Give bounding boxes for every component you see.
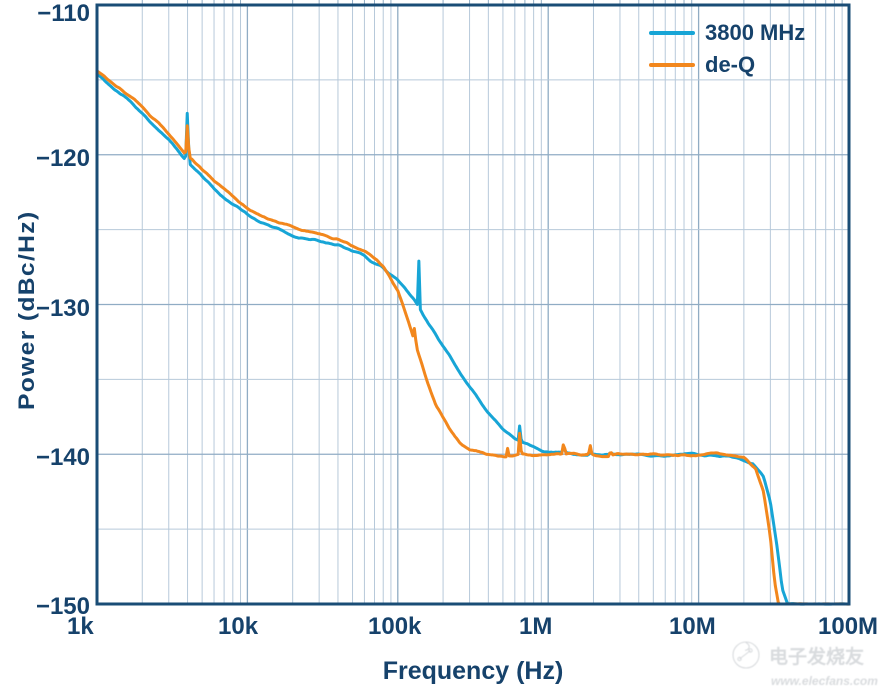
svg-text:电子发烧友: 电子发烧友 bbox=[769, 645, 864, 668]
